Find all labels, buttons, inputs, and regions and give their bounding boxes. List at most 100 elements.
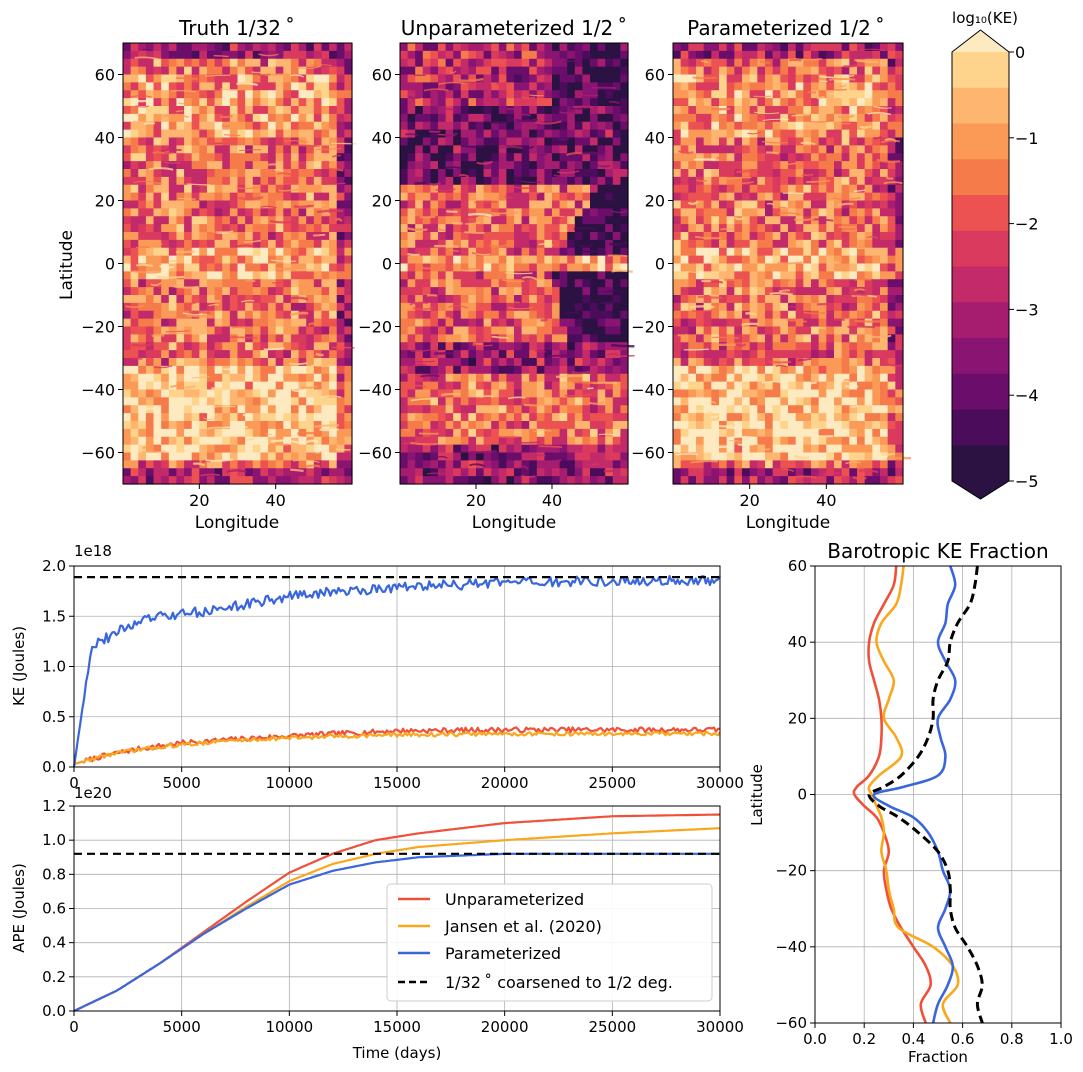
map-cell (552, 121, 561, 131)
map-cell (214, 373, 223, 383)
map-streak (328, 167, 344, 172)
map-cell (620, 350, 629, 359)
map-cell (491, 176, 500, 186)
map-cell (620, 121, 629, 131)
map-cell (559, 263, 568, 272)
map-cell (605, 436, 614, 446)
map-cell (521, 239, 530, 249)
map-cell (834, 153, 843, 162)
map-cell (298, 98, 307, 107)
map-cell (864, 271, 873, 280)
map-ytick-label: 40 (372, 129, 392, 148)
map-cell (590, 113, 599, 123)
map-streak (207, 426, 226, 430)
map-cell (872, 247, 881, 257)
map-streak (258, 53, 279, 57)
map-cell (438, 255, 447, 265)
map-cell (206, 342, 216, 351)
map-cell (726, 373, 735, 383)
map-cell (344, 137, 353, 146)
map-cell (176, 263, 185, 272)
map-streak (555, 374, 584, 379)
map-cell (306, 263, 315, 272)
map-cell (438, 184, 447, 194)
map-cell (887, 153, 896, 162)
map-streak (323, 212, 331, 216)
map-cell (567, 358, 576, 367)
map-streak (205, 458, 234, 462)
map-cell (176, 50, 185, 60)
map-cell (275, 224, 284, 233)
map-cell (229, 255, 239, 265)
map-cell (214, 98, 223, 107)
map-ytick-label: −60 (81, 444, 115, 463)
map-cell (260, 106, 269, 115)
map-cell (491, 397, 500, 406)
map-cell (237, 468, 246, 477)
map-cell (191, 405, 200, 414)
map-cell (229, 302, 239, 312)
map-cell (191, 184, 200, 194)
map-cell (306, 468, 315, 477)
map-cell (130, 247, 139, 257)
map-cell (400, 208, 409, 217)
map-cell (145, 476, 155, 485)
map-streak (220, 88, 239, 91)
map-cell (468, 381, 477, 391)
map-streak (212, 230, 240, 235)
map-cell (252, 318, 261, 328)
map-cell (476, 137, 485, 146)
map-cell (597, 302, 606, 312)
map-cell (268, 295, 277, 304)
map-cell (400, 421, 409, 430)
map-cell (260, 326, 269, 335)
map-streak (507, 306, 534, 310)
map-cell (673, 184, 682, 194)
map-cell (321, 381, 330, 391)
map-cell (283, 318, 292, 328)
map-cell (521, 421, 530, 430)
map-cell (430, 389, 439, 398)
map-cell (145, 145, 155, 154)
map-cell (290, 161, 300, 170)
map-streak (315, 148, 342, 150)
map-cell (483, 247, 492, 257)
map-cell (298, 279, 307, 288)
map-cell (268, 428, 277, 438)
map-cell (161, 184, 170, 194)
map-cell (872, 169, 881, 178)
map-parameterized: Parameterized 1/2 ˚ Longitude 6040200−20… (631, 16, 912, 533)
map-cell (229, 224, 239, 233)
map-cell (237, 145, 246, 154)
map-cell (506, 350, 515, 359)
map-cell (521, 326, 530, 335)
map-cell (344, 216, 353, 225)
map-cell (252, 255, 261, 265)
map-cell (803, 224, 812, 233)
map-cell (688, 74, 697, 83)
map-cell (620, 263, 629, 272)
map-cell (184, 476, 193, 485)
map-cell (552, 106, 561, 115)
map-streak (498, 145, 523, 150)
map-cell (275, 271, 284, 280)
map-cell (306, 121, 315, 131)
map-cell (514, 460, 523, 469)
map-cell (468, 247, 477, 257)
map-cell (552, 405, 561, 414)
map-cell (123, 287, 132, 296)
map-cell (222, 129, 231, 139)
map-cell (620, 358, 629, 367)
map-cell (841, 224, 850, 233)
map-cell (438, 310, 447, 320)
map-cell (880, 192, 889, 202)
map-cell (795, 145, 804, 154)
map-cell (680, 192, 689, 202)
map-cell (184, 302, 193, 312)
map-cell (476, 421, 485, 430)
map-cell (780, 200, 789, 209)
map-cell (191, 169, 200, 178)
map-cell (590, 287, 599, 296)
map-cell (680, 153, 689, 162)
map-cell (184, 413, 193, 422)
